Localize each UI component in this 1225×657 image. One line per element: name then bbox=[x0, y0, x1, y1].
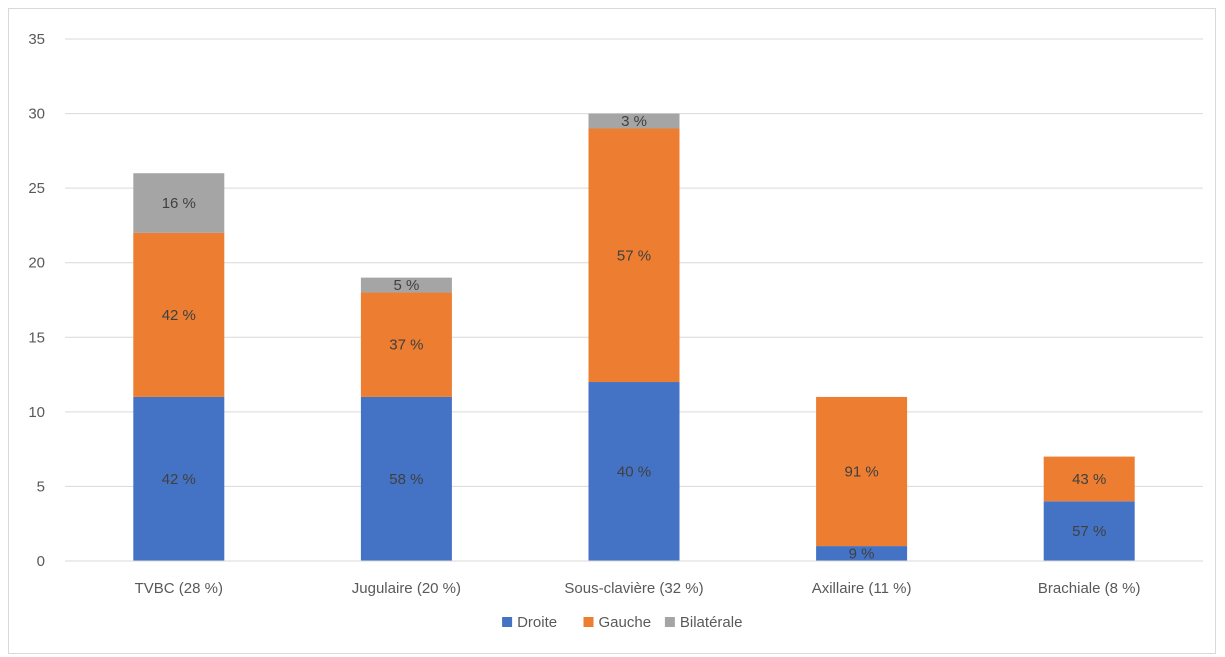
bar-segment bbox=[360, 277, 452, 293]
data-label: 42 % bbox=[162, 307, 196, 324]
x-tick-label: Axillaire (11 %) bbox=[812, 580, 912, 597]
bar-segment bbox=[588, 113, 680, 129]
bar-segment bbox=[360, 396, 452, 561]
bar-segment bbox=[360, 292, 452, 397]
data-label: 9 % bbox=[849, 546, 875, 563]
y-tick-label: 35 bbox=[28, 31, 45, 48]
data-label: 57 % bbox=[1072, 523, 1106, 540]
chart-frame: 0 5 10 15 20 25 30 35 42 % 42 % 16 % 58 % 37 % 5 % 40… bbox=[8, 8, 1216, 654]
y-axis: 0 5 10 15 20 25 30 35 bbox=[28, 31, 45, 570]
legend-label: Droite bbox=[517, 614, 557, 631]
y-tick-label: 15 bbox=[28, 329, 45, 346]
data-label: 91 % bbox=[844, 464, 878, 481]
bar-segment bbox=[133, 232, 225, 397]
data-label: 58 % bbox=[389, 471, 423, 488]
stacked-bar-chart: 0 5 10 15 20 25 30 35 42 % 42 % 16 % 58 % 37 % 5 % 40… bbox=[28, 31, 1203, 631]
x-tick-label: Jugulaire (20 %) bbox=[352, 580, 461, 597]
legend-label: Bilatérale bbox=[680, 614, 743, 631]
y-tick-label: 20 bbox=[28, 255, 45, 272]
data-label: 43 % bbox=[1072, 471, 1106, 488]
bar-segment bbox=[816, 546, 908, 561]
legend-swatch bbox=[664, 617, 675, 627]
y-tick-label: 10 bbox=[28, 404, 45, 421]
x-axis: TVBC (28 %) Jugulaire (20 %) Sous-clavière… bbox=[65, 560, 1203, 597]
legend-swatch bbox=[502, 617, 513, 627]
bar-segment bbox=[133, 173, 225, 233]
bar-segment bbox=[1043, 456, 1135, 502]
data-label: 3 % bbox=[621, 113, 647, 130]
data-label: 5 % bbox=[393, 277, 419, 294]
bar-segment bbox=[1043, 501, 1135, 561]
x-tick-label: Sous-clavière (32 %) bbox=[564, 580, 703, 597]
legend: Droite Gauche Bilatérale bbox=[502, 614, 742, 631]
legend-label: Gauche bbox=[599, 614, 652, 631]
y-tick-label: 5 bbox=[37, 478, 45, 495]
data-label: 40 % bbox=[617, 464, 651, 481]
bar-segment bbox=[816, 396, 908, 547]
x-tick-label: Brachiale (8 %) bbox=[1038, 580, 1141, 597]
bar-segment bbox=[133, 396, 225, 561]
legend-swatch bbox=[583, 617, 594, 627]
y-tick-label: 0 bbox=[37, 553, 45, 570]
bars: 42 % 42 % 16 % 58 % 37 % 5 % 40 % 57 % 3 % 9 % 91 … bbox=[133, 113, 1135, 563]
bar-segment bbox=[588, 128, 680, 383]
data-label: 42 % bbox=[162, 471, 196, 488]
x-tick-label: TVBC (28 %) bbox=[135, 580, 223, 597]
y-tick-label: 30 bbox=[28, 106, 45, 123]
bar-segment bbox=[588, 382, 680, 561]
data-label: 57 % bbox=[617, 247, 651, 264]
data-label: 16 % bbox=[162, 195, 196, 212]
data-label: 37 % bbox=[389, 337, 423, 354]
y-tick-label: 25 bbox=[28, 180, 45, 197]
